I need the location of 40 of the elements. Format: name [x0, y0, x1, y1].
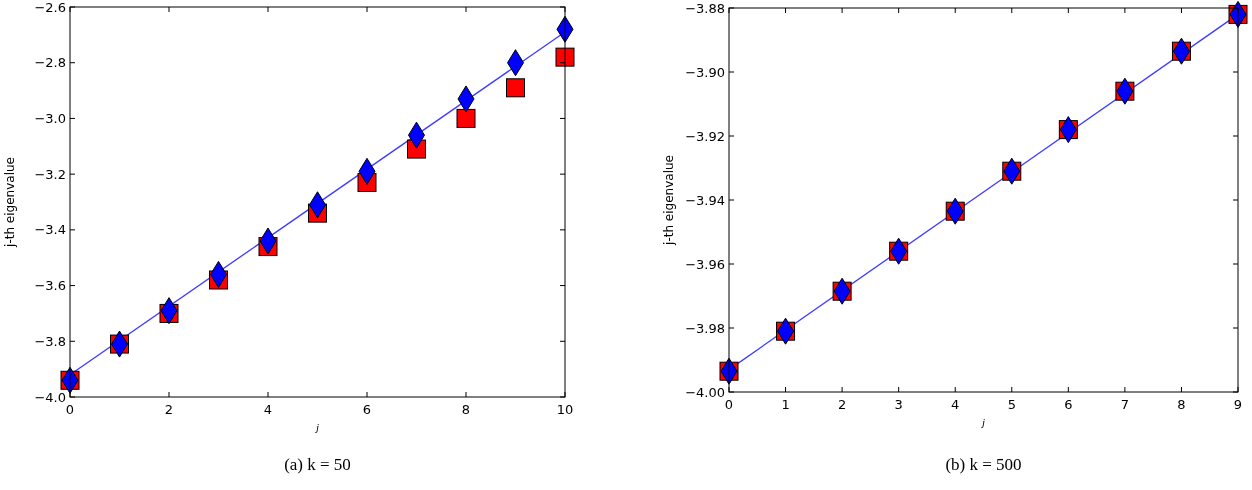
x-tick-label: 7 [1120, 397, 1130, 412]
text: (b) k = 500 [945, 455, 1022, 474]
x-tick-label: 0 [65, 402, 75, 417]
point [456, 108, 476, 128]
y-tick-label: −3.92 [685, 128, 725, 144]
x-tick-label: 4 [263, 402, 273, 417]
y-tick-label: −3.94 [685, 192, 725, 208]
x-tick-label: 1 [781, 397, 790, 412]
y-tick-label: −3.0 [34, 110, 66, 126]
y-tick-label: −3.8 [34, 333, 66, 349]
x-tick-label: 8 [461, 402, 471, 417]
y-axis-title: j-th eigenvalue [662, 155, 676, 246]
x-tick-label: 6 [1064, 397, 1073, 412]
y-tick-label: −3.6 [34, 278, 66, 294]
x-tick-label: 4 [951, 397, 960, 412]
y-axis-title: j-th eigenvalue [3, 157, 17, 248]
y-tick-label: −2.8 [34, 55, 66, 71]
x-axis-title: j [313, 421, 320, 433]
y-tick-label: −4.00 [685, 384, 725, 400]
x-tick-label: 0 [724, 397, 734, 412]
x-tick-label: 5 [1007, 397, 1016, 412]
y-tick-label: −2.6 [34, 0, 66, 15]
y-tick-label: −3.90 [685, 64, 725, 80]
y-tick-label: −3.96 [685, 256, 725, 272]
y-tick-label: −3.98 [685, 320, 725, 336]
x-tick-label: 8 [1177, 397, 1186, 412]
x-tick-label: 2 [837, 397, 847, 412]
x-tick-label: 10 [556, 402, 574, 417]
x-tick-label: 9 [1233, 397, 1243, 412]
x-tick-label: 6 [362, 402, 372, 417]
point [506, 78, 525, 98]
text: (a) k = 50 [284, 455, 351, 474]
point [555, 47, 575, 67]
y-tick-label: −4.0 [34, 389, 66, 405]
y-tick-label: −3.4 [34, 222, 66, 238]
x-tick-label: 2 [164, 402, 174, 417]
x-axis-title: j [979, 416, 986, 428]
x-tick-label: 3 [894, 397, 903, 412]
y-tick-label: −3.88 [685, 0, 725, 16]
y-tick-label: −3.2 [34, 166, 66, 182]
